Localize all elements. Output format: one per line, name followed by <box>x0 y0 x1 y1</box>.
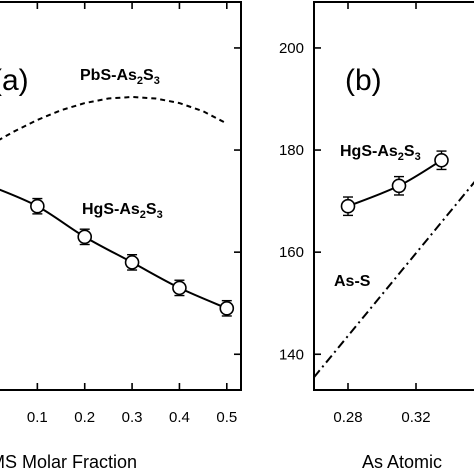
panel-b-y-tick-label: 200 <box>279 40 304 57</box>
panel-b-hgs-as2s3-point <box>391 178 407 194</box>
panel-b-label: (b) <box>345 64 382 97</box>
panel-b-as-s-label: As-S <box>334 273 371 290</box>
panel-a-hgs-as2s3-point <box>172 280 187 296</box>
panel-b-ticks <box>314 2 417 390</box>
panel-a: 0.10.20.30.40.5 (a) PbS-As2S3 HgS-As2S3 … <box>0 1 242 472</box>
panel-a-hgs-as2s3-point <box>124 255 140 270</box>
panel-a-series <box>0 95 235 317</box>
panel-a-ticks <box>36 2 241 390</box>
panel-b-x-tick-label: 0.28 <box>333 409 362 426</box>
panel-a-pbs-label: PbS-As2S3 <box>80 67 160 87</box>
panel-a-label: (a) <box>0 64 29 97</box>
panel-b-frame <box>313 1 474 391</box>
panel-a-pbs-as2s3-line <box>0 95 228 141</box>
panel-b-hgs-as2s3-point <box>340 198 356 214</box>
panel-b-as-s-line <box>313 181 474 378</box>
panel-b-y-tick-label: 180 <box>279 142 304 159</box>
panel-b-y-tick-label: 140 <box>279 346 304 363</box>
panel-a-hgs-as2s3-point <box>77 229 93 245</box>
panel-a-x-tick-label: 0.3 <box>122 409 143 426</box>
panel-b-hgs-as2s3-point <box>434 152 449 168</box>
panel-a-x-axis-title: MS Molar Fraction <box>0 452 137 472</box>
panel-a-x-tick-label: 0.1 <box>27 409 48 426</box>
panel-b-tick-labels: 0.28 0.32 140 160 180 200 <box>279 40 431 426</box>
panel-b-x-tick-label: 0.32 <box>401 409 430 426</box>
panel-a-hgs-as2s3-point <box>30 198 45 214</box>
panel-b-x-axis-title: As Atomic <box>362 452 442 472</box>
panel-a-hgs-label: HgS-As2S3 <box>82 201 163 221</box>
panel-a-x-tick-label: 0.4 <box>169 409 190 426</box>
panel-a-x-tick-label: 0.5 <box>216 409 237 426</box>
panel-b-hgs-label: HgS-As2S3 <box>340 143 421 163</box>
panel-a-frame <box>0 1 242 391</box>
panel-a-tick-labels: 0.1 0.2 0.3 0.4 0.5 <box>27 409 237 426</box>
panel-a-hgs-as2s3-point <box>219 301 235 316</box>
panel-b-series <box>313 150 474 378</box>
panel-a-x-tick-label: 0.2 <box>74 409 95 426</box>
panel-b-y-tick-label: 160 <box>279 244 304 261</box>
